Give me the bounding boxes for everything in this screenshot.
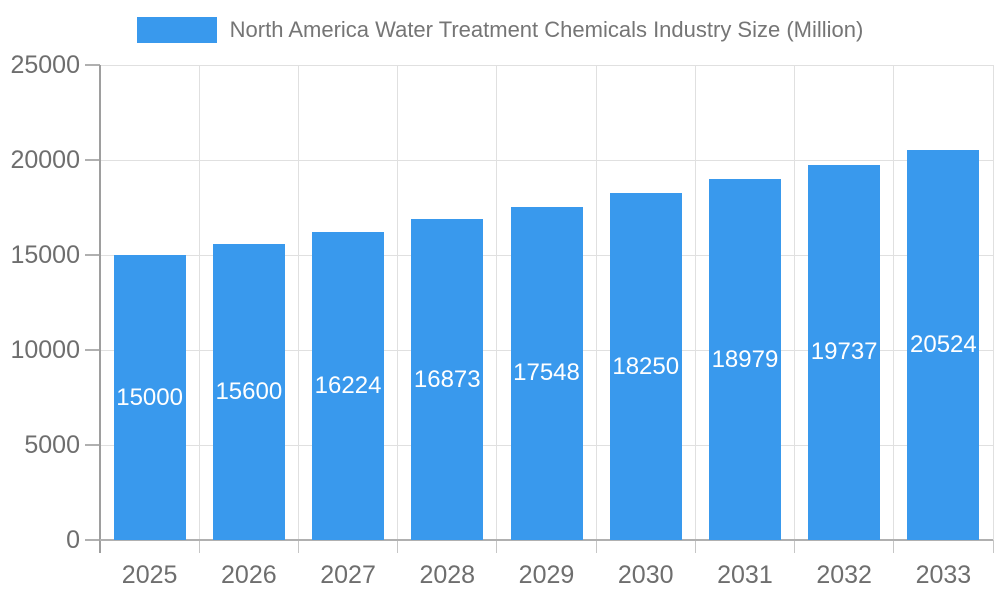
bar-2030[interactable]: 18250 [609, 193, 682, 540]
gridline-vertical [198, 65, 200, 540]
x-tick-label: 2025 [121, 561, 178, 589]
y-axis-tick [85, 539, 100, 541]
y-tick-label: 0 [66, 526, 80, 554]
x-axis-boundary-tick [297, 540, 299, 553]
bar-2027[interactable]: 16224 [312, 231, 385, 540]
legend[interactable]: North America Water Treatment Chemicals … [0, 17, 1000, 43]
gridline-vertical [595, 65, 597, 540]
y-tick-label: 15000 [10, 241, 80, 269]
y-axis-tick [85, 254, 100, 256]
gridline-vertical [397, 65, 399, 540]
y-axis-tick [85, 444, 100, 446]
x-axis-boundary-tick [893, 540, 895, 553]
bar-2028[interactable]: 16873 [411, 219, 484, 540]
y-axis-line [99, 65, 101, 553]
bar-2031[interactable]: 18979 [708, 179, 781, 540]
y-axis-tick [85, 64, 100, 66]
x-axis-boundary-tick [397, 540, 399, 553]
bar-value-label: 15000 [116, 383, 183, 411]
x-tick-label: 2030 [617, 561, 674, 589]
gridline-vertical [297, 65, 299, 540]
x-tick-label: 2031 [717, 561, 773, 589]
bar-2033[interactable]: 20524 [907, 150, 980, 540]
gridline-vertical [794, 65, 796, 540]
gridline-vertical [496, 65, 498, 540]
bar-value-label: 17548 [513, 359, 580, 387]
gridline-horizontal [100, 159, 993, 161]
x-axis-line [100, 539, 993, 541]
x-tick-label: 2033 [915, 561, 972, 589]
y-tick-label: 20000 [10, 146, 80, 174]
y-tick-label: 10000 [10, 336, 80, 364]
gridline-vertical [992, 65, 994, 540]
gridline-horizontal [100, 64, 993, 66]
bar-value-label: 18250 [612, 352, 680, 380]
y-tick-label: 5000 [24, 431, 80, 459]
y-tick-label: 25000 [10, 51, 80, 79]
gridline-vertical [694, 65, 696, 540]
bar-2032[interactable]: 19737 [808, 164, 881, 540]
bar-value-label: 20524 [910, 331, 977, 358]
x-axis-boundary-tick [198, 540, 200, 553]
x-tick-label: 2029 [518, 561, 575, 589]
x-axis-boundary-tick [496, 540, 498, 553]
gridline-vertical [893, 65, 895, 540]
x-tick-label: 2027 [320, 561, 376, 589]
bar-value-label: 16224 [314, 371, 382, 399]
y-axis-tick [85, 159, 100, 161]
x-tick-label: 2032 [816, 561, 872, 589]
bar-value-label: 16873 [413, 365, 481, 393]
x-tick-label: 2028 [419, 561, 476, 589]
bar-2029[interactable]: 17548 [510, 206, 583, 540]
x-axis-boundary-tick [992, 540, 994, 553]
x-tick-label: 2026 [221, 561, 277, 589]
bar-value-label: 19737 [810, 338, 878, 366]
bar-2025[interactable]: 15000 [113, 255, 186, 540]
legend-swatch [136, 17, 217, 43]
bar-value-label: 15600 [215, 377, 283, 405]
x-axis-boundary-tick [794, 540, 796, 553]
x-axis-boundary-tick [694, 540, 696, 553]
y-axis-tick [85, 349, 100, 351]
legend-series-label: North America Water Treatment Chemicals … [229, 17, 864, 42]
bar-2026[interactable]: 15600 [212, 243, 285, 540]
bar-value-label: 18979 [711, 345, 779, 373]
x-axis-boundary-tick [595, 540, 597, 553]
